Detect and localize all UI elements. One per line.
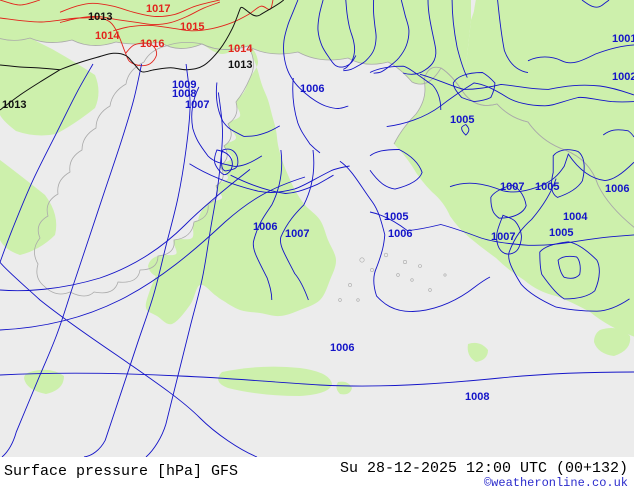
svg-text:1002: 1002 xyxy=(612,71,634,83)
svg-text:1006: 1006 xyxy=(253,221,277,233)
svg-text:1006: 1006 xyxy=(300,83,324,95)
svg-text:1005: 1005 xyxy=(535,181,559,193)
svg-text:1001: 1001 xyxy=(612,33,634,45)
svg-text:1017: 1017 xyxy=(146,3,170,15)
svg-text:1006: 1006 xyxy=(605,183,629,195)
svg-text:1005: 1005 xyxy=(384,211,408,223)
svg-text:1007: 1007 xyxy=(500,181,524,193)
svg-text:1014: 1014 xyxy=(228,43,253,55)
svg-text:1013: 1013 xyxy=(88,11,112,23)
svg-text:1006: 1006 xyxy=(388,228,412,240)
svg-text:1014: 1014 xyxy=(95,30,120,42)
svg-text:1004: 1004 xyxy=(563,211,588,223)
svg-text:1015: 1015 xyxy=(180,21,204,33)
svg-text:1007: 1007 xyxy=(491,231,515,243)
svg-text:1006: 1006 xyxy=(330,342,354,354)
svg-text:1013: 1013 xyxy=(228,59,252,71)
svg-text:1016: 1016 xyxy=(140,38,164,50)
svg-text:1013: 1013 xyxy=(2,99,26,111)
svg-text:1005: 1005 xyxy=(549,227,573,239)
svg-text:1008: 1008 xyxy=(465,391,489,403)
svg-text:1007: 1007 xyxy=(285,228,309,240)
svg-text:1005: 1005 xyxy=(450,114,474,126)
svg-text:1007: 1007 xyxy=(185,99,209,111)
